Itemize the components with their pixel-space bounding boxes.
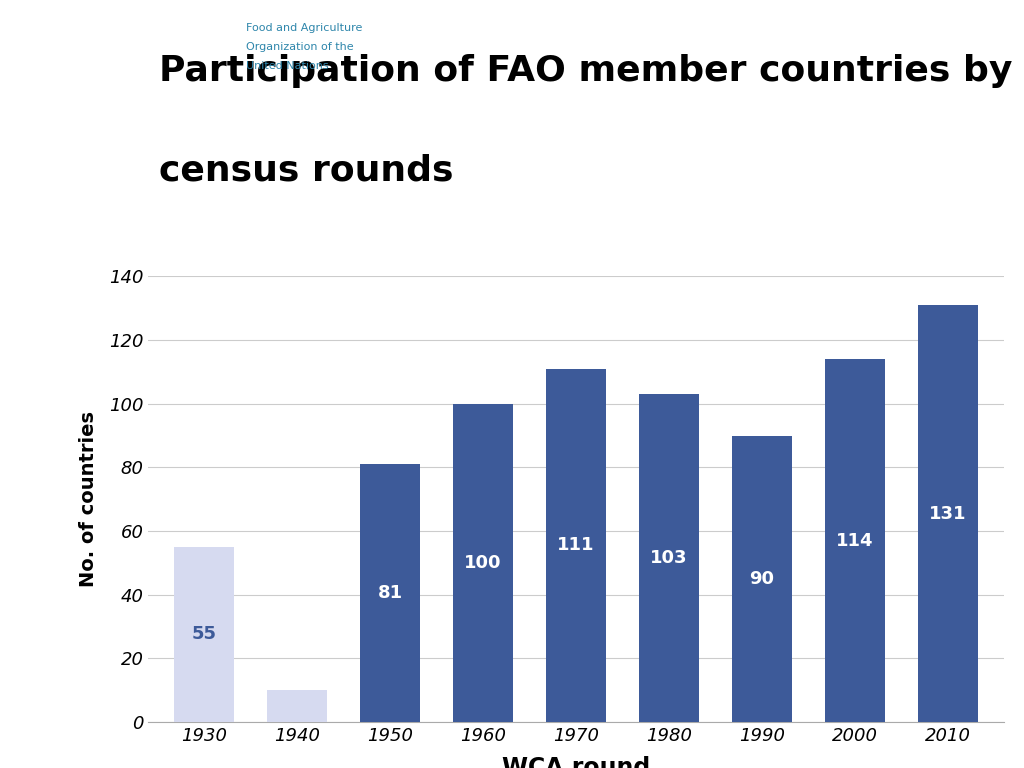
Bar (732, 435, 793, 722)
Bar (824, 359, 885, 722)
Text: 55: 55 (191, 625, 217, 644)
Bar (918, 305, 978, 722)
Bar (359, 464, 420, 722)
Bar (174, 547, 234, 722)
Text: 111: 111 (557, 536, 595, 554)
Text: 81: 81 (378, 584, 402, 602)
Text: 114: 114 (836, 531, 873, 550)
Bar (267, 690, 328, 722)
X-axis label: WCA round: WCA round (502, 756, 650, 768)
Text: Food and Agriculture: Food and Agriculture (246, 23, 362, 33)
Text: 131: 131 (929, 505, 967, 522)
Text: Organization of the: Organization of the (246, 42, 353, 52)
Bar (453, 404, 513, 722)
Text: United Nations: United Nations (246, 61, 329, 71)
Text: Participation of FAO member countries by: Participation of FAO member countries by (159, 54, 1012, 88)
Text: 100: 100 (464, 554, 502, 572)
Bar (546, 369, 606, 722)
Bar (639, 394, 699, 722)
Text: 90: 90 (750, 570, 774, 588)
Text: 103: 103 (650, 549, 688, 567)
Y-axis label: No. of countries: No. of countries (79, 411, 98, 588)
Text: census rounds: census rounds (159, 154, 454, 187)
